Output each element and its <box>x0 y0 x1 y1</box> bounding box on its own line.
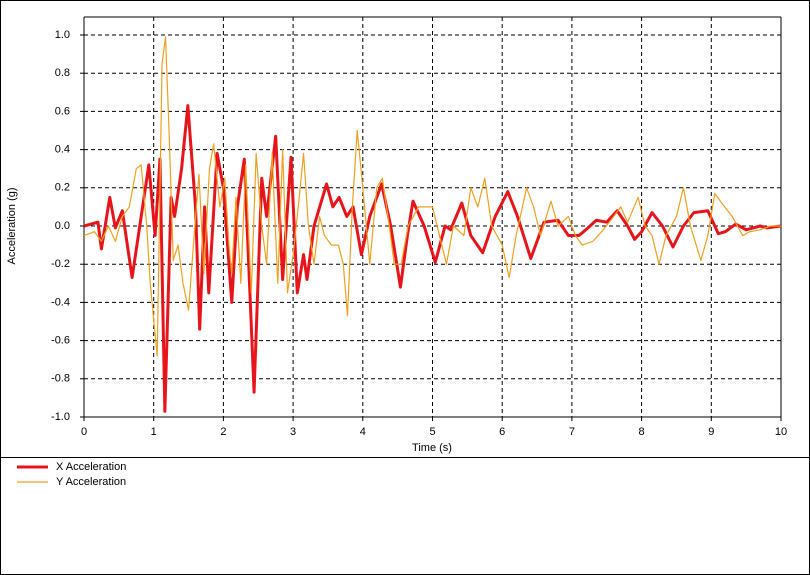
x-tick-label: 7 <box>569 426 575 438</box>
legend-label: X Acceleration <box>56 461 126 473</box>
y-axis-title: Acceleration (g) <box>6 187 18 264</box>
y-tick-label: -0.6 <box>51 335 70 347</box>
y-tick-label: 0.6 <box>55 105 70 117</box>
x-tick-label: 3 <box>290 426 296 438</box>
legend-label: Y Acceleration <box>56 476 126 488</box>
x-tick-label: 2 <box>220 426 226 438</box>
y-tick-label: 0.2 <box>55 182 70 194</box>
data-line <box>83 36 781 357</box>
x-tick-label: 6 <box>499 426 505 438</box>
y-tick-label: -0.2 <box>51 258 70 270</box>
y-tick-label: -0.4 <box>51 296 70 308</box>
y-tick-label: -0.8 <box>51 373 70 385</box>
y-tick-label: -1.0 <box>51 411 70 423</box>
y-tick-label: 0.8 <box>55 67 70 79</box>
y-tick-label: 0.0 <box>55 220 70 232</box>
y-tick-label: 1.0 <box>55 29 70 41</box>
data-line <box>83 104 782 413</box>
x-tick-label: 0 <box>81 426 87 438</box>
x-tick-label: 5 <box>429 426 435 438</box>
x-tick-label: 1 <box>151 426 157 438</box>
y-tick-label: 0.4 <box>55 144 70 156</box>
x-tick-label: 9 <box>708 426 714 438</box>
x-tick-label: 8 <box>639 426 645 438</box>
x-tick-label: 10 <box>775 426 787 438</box>
x-tick-label: 4 <box>360 426 366 438</box>
x-axis-title: Time (s) <box>412 442 452 454</box>
